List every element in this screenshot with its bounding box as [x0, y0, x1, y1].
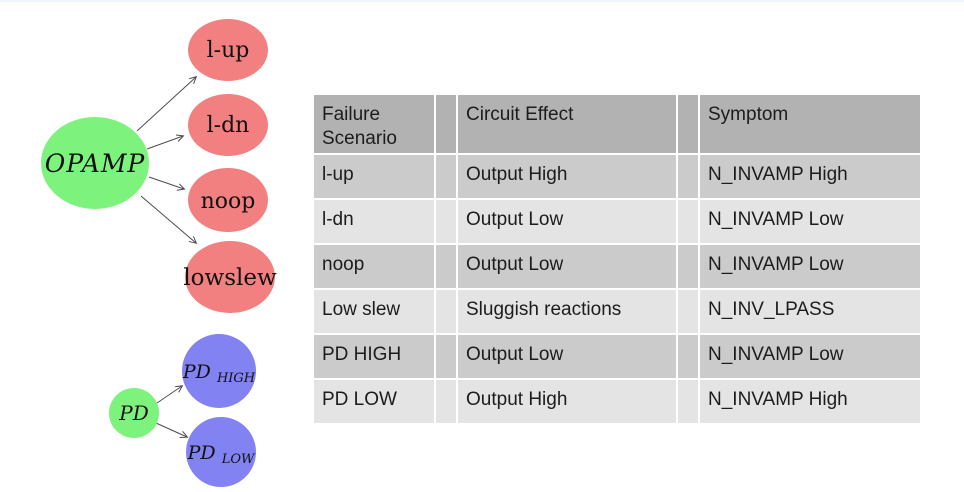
cell-symptom: N_INV_LPASS: [700, 290, 920, 333]
cell-spacer: [436, 380, 456, 423]
cell-scenario: PD HIGH: [314, 335, 434, 378]
cell-spacer: [436, 290, 456, 333]
node-lowslew: lowslew: [183, 241, 277, 313]
edge-pd-low: [155, 422, 187, 437]
edge-pd-high: [156, 386, 182, 404]
table-row-l-up: l-up Output High N_INVAMP High: [314, 155, 920, 198]
header-failure-scenario: Failure Scenario: [314, 95, 434, 153]
cell-spacer: [436, 155, 456, 198]
lowslew-label: lowslew: [183, 265, 277, 291]
cell-effect: Sluggish reactions: [458, 290, 676, 333]
cell-effect: Output Low: [458, 245, 676, 288]
cell-effect: Output High: [458, 380, 676, 423]
edge-opamp-noop: [148, 176, 184, 189]
table-row-pd-low: PD LOW Output High N_INVAMP High: [314, 380, 920, 423]
cell-symptom: N_INVAMP Low: [700, 245, 920, 288]
l-up-label: l-up: [207, 38, 250, 63]
cell-scenario: Low slew: [314, 290, 434, 333]
table-header-row: Failure Scenario Circuit Effect Symptom: [314, 95, 920, 153]
pd-low-label-subscript: LOW: [221, 452, 256, 467]
pd-high-circle: [182, 334, 256, 408]
l-dn-ellipse: [188, 94, 268, 156]
pd-circle: [109, 388, 159, 438]
cell-effect: Output Low: [458, 200, 676, 243]
node-pd: PD: [109, 388, 159, 438]
edge-opamp-lowslew: [140, 195, 196, 243]
cell-spacer: [678, 290, 698, 333]
pd-label: PD: [118, 401, 149, 425]
cell-scenario: l-dn: [314, 200, 434, 243]
cell-scenario: PD LOW: [314, 380, 434, 423]
cell-symptom: N_INVAMP High: [700, 155, 920, 198]
node-pd-low: PD LOW: [186, 417, 256, 487]
cell-effect: Output High: [458, 155, 676, 198]
cell-spacer: [678, 155, 698, 198]
pd-high-label-subscript: HIGH: [216, 371, 256, 386]
node-l-up: l-up: [188, 19, 268, 81]
header-symptom: Symptom: [700, 95, 920, 153]
table-row-low-slew: Low slew Sluggish reactions N_INV_LPASS: [314, 290, 920, 333]
node-noop: noop: [188, 168, 268, 232]
header-spacer-1: [436, 95, 456, 153]
header-circuit-effect: Circuit Effect: [458, 95, 676, 153]
table-row-l-dn: l-dn Output Low N_INVAMP Low: [314, 200, 920, 243]
lowslew-ellipse: [185, 241, 275, 313]
cell-spacer: [678, 335, 698, 378]
opamp-ellipse: [41, 117, 149, 209]
cell-spacer: [436, 200, 456, 243]
table-row-noop: noop Output Low N_INVAMP Low: [314, 245, 920, 288]
cell-symptom: N_INVAMP Low: [700, 200, 920, 243]
cell-spacer: [678, 200, 698, 243]
cell-spacer: [436, 245, 456, 288]
pd-edges: [155, 386, 187, 437]
opamp-edges: [136, 77, 196, 243]
failure-scenario-table: Failure Scenario Circuit Effect Symptom …: [312, 93, 922, 425]
cell-symptom: N_INVAMP High: [700, 380, 920, 423]
node-l-dn: l-dn: [188, 94, 268, 156]
noop-label: noop: [201, 189, 256, 214]
cell-effect: Output Low: [458, 335, 676, 378]
fault-tree-diagram: OPAMP l-up l-dn noop lowslew PD PD: [41, 19, 277, 487]
pd-low-label: PD LOW: [187, 442, 256, 467]
pd-low-label-main: PD: [187, 442, 216, 464]
top-edge-line: [0, 0, 964, 2]
l-dn-label: l-dn: [207, 113, 250, 138]
cell-spacer: [678, 245, 698, 288]
opamp-label: OPAMP: [45, 149, 146, 178]
header-spacer-2: [678, 95, 698, 153]
cell-spacer: [678, 380, 698, 423]
pd-high-label: PD HIGH: [182, 361, 256, 386]
cell-scenario: noop: [314, 245, 434, 288]
l-up-ellipse: [188, 19, 268, 81]
cell-symptom: N_INVAMP Low: [700, 335, 920, 378]
cell-scenario: l-up: [314, 155, 434, 198]
node-opamp: OPAMP: [41, 117, 149, 209]
pd-low-circle: [186, 417, 256, 487]
edge-opamp-l-dn: [146, 136, 183, 150]
node-pd-high: PD HIGH: [182, 334, 256, 408]
pd-high-label-main: PD: [182, 361, 211, 383]
table-row-pd-high: PD HIGH Output Low N_INVAMP Low: [314, 335, 920, 378]
noop-ellipse: [188, 168, 268, 232]
edge-opamp-l-up: [136, 77, 196, 132]
cell-spacer: [436, 335, 456, 378]
